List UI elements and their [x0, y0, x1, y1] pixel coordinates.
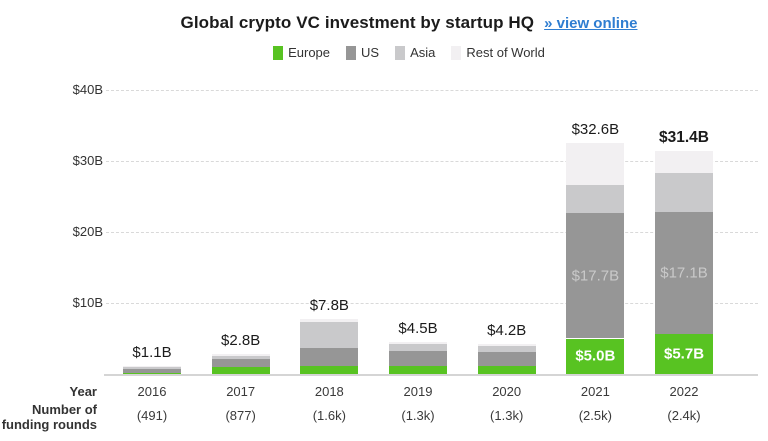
bar-2020-segment-rest-of-world: [477, 344, 536, 347]
bar-2020-segment-us: [477, 351, 536, 367]
bar-total-label-2020: $4.2B: [487, 322, 527, 340]
bar-2021-segment-rest-of-world: [566, 142, 625, 186]
bar-total-label-2022: $31.4B: [659, 129, 709, 147]
bar-2017-segment-europe: [211, 366, 270, 374]
year-label-2016: 2016: [137, 384, 167, 399]
year-label-2018: 2018: [314, 384, 344, 399]
bar-2016-segment-asia: [123, 366, 181, 370]
bar-2022-europe-value-label: $5.7B: [664, 345, 705, 363]
bar-2016-segment-rest-of-world: [123, 366, 181, 367]
rounds-label-2022: (2.4k): [667, 408, 701, 423]
bar-2018-segment-us: [300, 347, 359, 367]
legend-swatch-icon: [451, 45, 462, 60]
gridline--10b: [106, 303, 758, 304]
bar-2019-segment-europe: [389, 366, 447, 374]
y-tick-label--40b: $40B: [72, 82, 103, 97]
bar-total-label-2018: $7.8B: [309, 296, 349, 314]
chart-title: Global crypto VC investment by startup H…: [180, 13, 535, 32]
bar-2022-us-value-label: $17.1B: [660, 264, 708, 282]
y-tick-label--10b: $10B: [72, 295, 103, 310]
rounds-label-2020: (1.3k): [490, 408, 524, 423]
y-tick-label--30b: $30B: [72, 153, 103, 168]
legend-item-rest-of-world: Rest of World: [451, 45, 545, 60]
bar-2018-segment-europe: [300, 366, 359, 374]
bar-2022-segment-europe: $5.7B: [655, 333, 714, 374]
year-label-2017: 2017: [226, 384, 256, 399]
legend-swatch-icon: [273, 45, 284, 60]
legend: Europe US Asia Rest of World: [50, 45, 768, 60]
gridline--20b: [106, 232, 758, 233]
bar-2017-segment-asia: [211, 355, 270, 360]
bar-2018-segment-rest-of-world: [300, 318, 359, 323]
year-label-2020: 2020: [492, 384, 522, 399]
bar-2021-europe-value-label: $5.0B: [575, 347, 616, 365]
gridline--40b: [106, 90, 758, 91]
year-label-2021: 2021: [580, 384, 610, 399]
bar-total-label-2016: $1.1B: [132, 344, 172, 362]
bar-2016-segment-europe: [123, 372, 181, 374]
bar-total-label-2021: $32.6B: [571, 120, 620, 138]
bar-2019-segment-rest-of-world: [389, 342, 447, 345]
year-label-2022: 2022: [669, 384, 699, 399]
legend-swatch-icon: [346, 45, 357, 60]
bar-2022-segment-asia: [655, 173, 714, 213]
bar-2022-segment-us: $17.1B: [655, 212, 714, 334]
legend-item-us: US: [346, 45, 379, 60]
legend-label: Europe: [288, 45, 331, 60]
bar-total-label-2017: $2.8B: [221, 332, 261, 350]
legend-label: Asia: [410, 45, 436, 60]
year-row-header: Year: [69, 384, 97, 399]
legend-label: Rest of World: [466, 45, 545, 60]
bar-2017-segment-us: [211, 359, 270, 367]
funding-rounds-row-header: Number of funding rounds: [1, 402, 97, 432]
bar-total-label-2019: $4.5B: [398, 320, 438, 338]
bar-2018-segment-asia: [300, 322, 359, 348]
bar-2016-segment-us: [123, 369, 181, 373]
legend-label: US: [361, 45, 380, 60]
bar-2021-segment-us: $17.7B: [566, 212, 625, 339]
legend-item-asia: Asia: [395, 45, 435, 60]
y-tick-label--20b: $20B: [72, 224, 103, 239]
legend-item-europe: Europe: [273, 45, 330, 60]
rounds-label-2017: (877): [225, 408, 256, 423]
gridline--30b: [106, 161, 758, 162]
bar-2021-us-value-label: $17.7B: [571, 267, 620, 285]
year-label-2019: 2019: [403, 384, 433, 399]
bar-2020-segment-europe: [477, 366, 536, 374]
bar-2017-segment-rest-of-world: [211, 354, 270, 356]
bar-2022-segment-rest-of-world: [655, 151, 714, 174]
rounds-label-2016: (491): [136, 408, 168, 423]
bar-2021-segment-europe: $5.0B: [566, 338, 625, 374]
legend-swatch-icon: [395, 45, 406, 60]
view-online-link[interactable]: » view online: [544, 15, 638, 32]
rounds-label-2019: (1.3k): [401, 408, 435, 423]
bar-2019-segment-us: [389, 351, 447, 367]
bar-2021-segment-asia: [566, 185, 625, 213]
x-axis-line: [104, 374, 758, 376]
bar-2019-segment-asia: [389, 344, 447, 352]
bar-2020-segment-asia: [477, 346, 536, 352]
header: Global crypto VC investment by startup H…: [50, 13, 768, 33]
rounds-label-2021: (2.5k): [578, 408, 612, 423]
rounds-label-2018: (1.6k): [312, 408, 346, 423]
